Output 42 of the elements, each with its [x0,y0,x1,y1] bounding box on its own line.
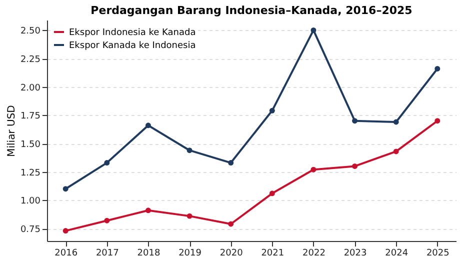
point [434,66,440,72]
y-axis-title: Miliar USD [6,104,18,157]
point [228,160,234,166]
point [145,208,151,214]
point [352,163,358,169]
point [269,108,275,114]
point [145,122,151,128]
point [310,166,316,172]
point [186,148,192,154]
point [186,213,192,219]
y-tick-label: 1.50 [20,140,41,150]
x-tick-label: 2020 [220,248,244,258]
y-tick-label: 1.25 [20,168,40,178]
y-tick-label: 0.75 [20,225,40,236]
point [62,228,68,234]
point [352,118,358,124]
y-tick-label: 2.50 [20,26,41,37]
point [104,218,110,224]
legend-label: Ekspor Kanada ke Indonesia [69,41,196,51]
chart-title: Perdagangan Barang Indonesia–Kanada, 2016–2025 [90,4,412,17]
point [269,190,275,196]
point [104,160,110,166]
y-tick-label: 2.25 [20,55,40,66]
point [393,148,399,154]
x-tick-label: 2021 [261,248,284,258]
point [310,27,316,33]
point [62,186,68,192]
legend-label: Ekspor Indonesia ke Kanada [69,28,196,38]
x-tick-label: 2024 [385,248,408,258]
x-tick-label: 2025 [426,248,450,258]
x-tick-label: 2018 [137,248,160,258]
point [228,221,234,227]
x-tick-label: 2016 [54,248,78,258]
point [393,119,399,125]
x-tick-label: 2019 [178,248,202,258]
x-tick-label: 2023 [344,248,367,258]
point [434,118,440,124]
y-tick-label: 1.75 [20,112,40,122]
y-tick-label: 1.00 [20,196,41,207]
y-tick-label: 2.00 [20,83,41,94]
x-tick-label: 2017 [96,248,119,258]
x-tick-label: 2022 [302,248,326,258]
